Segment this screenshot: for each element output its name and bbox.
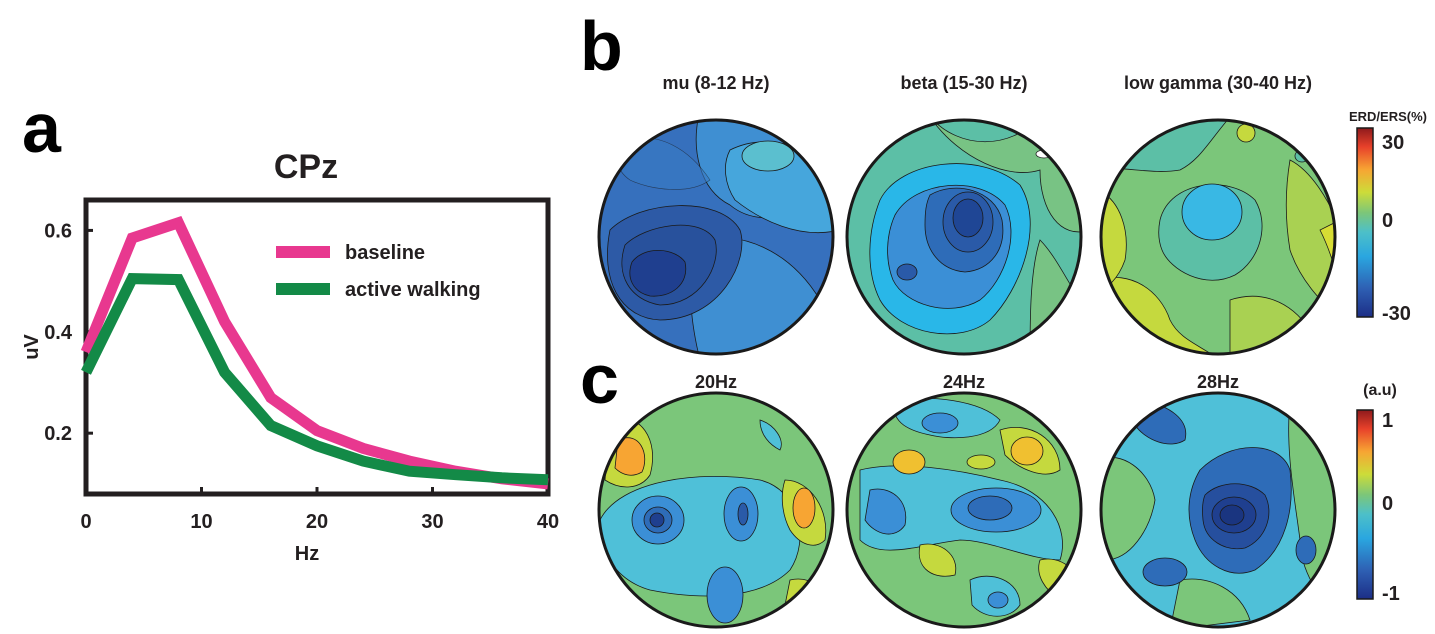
x-tick-label: 0 [80,511,91,533]
topomap-outline-20hz [597,391,835,629]
x-axis-label: Hz [295,543,319,565]
x-axis-ticks: 0 10 20 30 40 [80,487,559,533]
topomap-mu [599,120,833,354]
y-tick-label: 0.4 [44,322,73,344]
series-lines [80,216,549,490]
topomap-outline-beta [845,118,1083,356]
topomap-low-gamma [1101,120,1335,354]
topomap-title-beta: beta (15-30 Hz) [900,73,1027,93]
y-axis-ticks: 0.2 0.4 0.6 [44,220,93,445]
topomap-outline-low-gamma [1099,118,1337,356]
panel-letter-b: b [580,7,623,85]
colorbar-tick-mid-b: 0 [1382,210,1393,232]
topomaps-b: mu (8-12 Hz) beta (15-30 Hz) low gamma (… [597,73,1427,356]
legend-label-baseline: baseline [345,242,425,264]
colorbar-au [1356,409,1374,600]
topomap-title-28hz: 28Hz [1197,372,1239,392]
legend-label-active-walking: active walking [345,279,481,301]
x-tick-label: 10 [190,511,212,533]
topomap-28hz [1101,393,1335,627]
colorbar-tick-mid-c: 0 [1382,493,1393,515]
topomap-outline-mu [597,118,835,356]
panel-letter-c: c [580,340,619,418]
topomap-title-low-gamma: low gamma (30-40 Hz) [1124,73,1312,93]
colorbar-tick-top-b: 30 [1382,132,1404,154]
colorbar-label-erd-ers: ERD/ERS(%) [1349,109,1427,124]
topomap-20hz [599,393,833,627]
topomap-outline-24hz [845,391,1083,629]
colorbar-erd-ers [1356,127,1374,318]
x-tick-label: 40 [537,511,559,533]
topomap-title-20hz: 20Hz [695,372,737,392]
topomap-24hz [847,393,1081,627]
chart-title: CPz [274,148,338,186]
topomap-title-24hz: 24Hz [943,372,985,392]
y-tick-label: 0.6 [44,220,72,242]
topomap-beta [847,120,1081,354]
panel-letter-a: a [22,89,62,167]
line-chart: CPz 0.2 0.4 0.6 0 10 20 30 40 Hz uV baseline a… [21,148,559,565]
x-tick-label: 30 [421,511,443,533]
series-line-active-walking [81,273,549,486]
colorbar-tick-top-c: 1 [1382,410,1393,432]
x-tick-label: 20 [306,511,328,533]
colorbar-label-au: (a.u) [1363,382,1397,399]
topomap-title-mu: mu (8-12 Hz) [662,73,769,93]
topomap-outline-28hz [1099,391,1337,629]
y-axis-label: uV [21,334,43,360]
legend: baseline active walking [276,242,481,301]
topomaps-c: 20Hz 24Hz 28Hz [597,372,1400,629]
colorbar-tick-bottom-b: -30 [1382,303,1411,325]
y-tick-label: 0.2 [44,423,72,445]
colorbar-tick-bottom-c: -1 [1382,583,1400,605]
